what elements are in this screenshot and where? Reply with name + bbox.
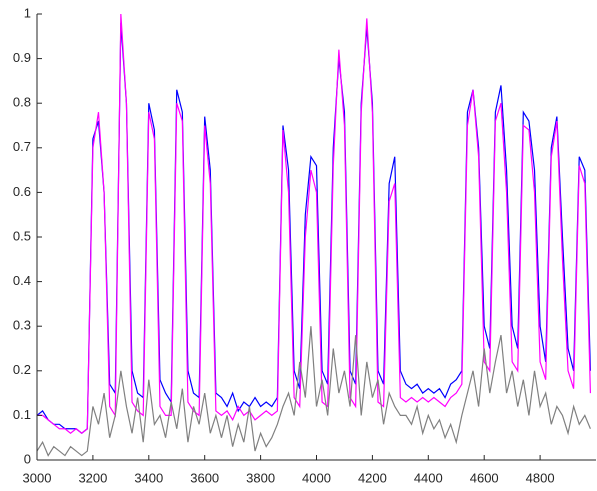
y-tick-label: 0.7 — [13, 139, 31, 154]
series-line — [37, 13, 592, 435]
y-tick-label: 0.9 — [13, 50, 31, 65]
y-tick-label: 0.3 — [13, 318, 31, 333]
x-tick-label: 3600 — [190, 470, 219, 485]
x-tick-label: 3200 — [78, 470, 107, 485]
x-tick-label: 3400 — [134, 470, 163, 485]
y-tick-label: 0.2 — [13, 362, 31, 377]
y-tick-label: 0.8 — [13, 95, 31, 110]
y-tick-label: 0.4 — [13, 273, 31, 288]
x-tick-label: 4000 — [302, 470, 331, 485]
plot-area — [37, 14, 596, 460]
x-tick-label: 3800 — [246, 470, 275, 485]
y-tick-label: 0.5 — [13, 228, 31, 243]
x-tick-label: 4800 — [526, 470, 555, 485]
y-tick-label: 0 — [24, 451, 31, 466]
y-tick-label: 1 — [24, 5, 31, 20]
y-tick-label: 0.1 — [13, 407, 31, 422]
x-tick-label: 4400 — [414, 470, 443, 485]
y-tick-label: 0.6 — [13, 184, 31, 199]
x-tick-label: 3000 — [23, 470, 52, 485]
x-tick-label: 4200 — [358, 470, 387, 485]
series-line — [36, 326, 591, 457]
x-tick-label: 4600 — [470, 470, 499, 485]
